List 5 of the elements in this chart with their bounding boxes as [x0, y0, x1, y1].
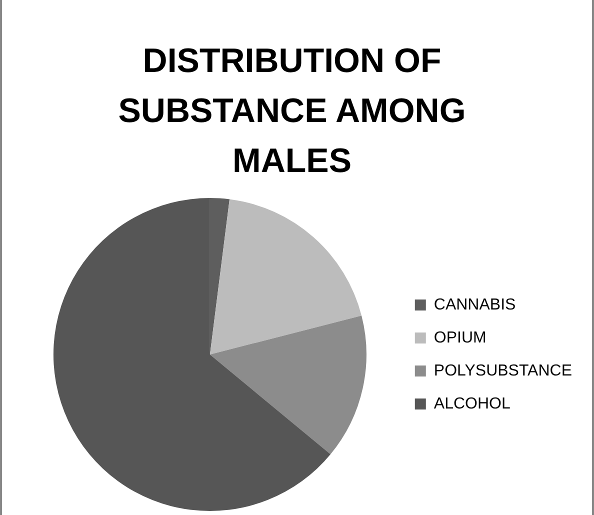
legend-label: OPIUM	[434, 329, 486, 346]
legend-label: POLYSUBSTANCE	[434, 362, 572, 380]
legend-label: ALCOHOL	[434, 395, 510, 412]
chart-title: DISTRIBUTION OF SUBSTANCE AMONG MALES	[117, 41, 467, 182]
legend-label: CANNABIS	[434, 296, 516, 314]
